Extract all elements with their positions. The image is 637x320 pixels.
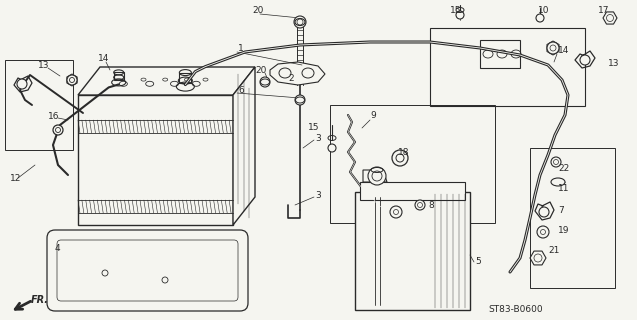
- Circle shape: [536, 14, 544, 22]
- Circle shape: [368, 167, 386, 185]
- Text: 20: 20: [252, 5, 263, 14]
- Bar: [480, 40, 520, 68]
- Polygon shape: [67, 74, 77, 86]
- Circle shape: [551, 157, 561, 167]
- Polygon shape: [530, 251, 546, 265]
- Text: FR.: FR.: [31, 295, 49, 305]
- Text: 18: 18: [398, 148, 410, 156]
- Circle shape: [67, 75, 77, 85]
- Text: 10: 10: [538, 5, 550, 14]
- Circle shape: [537, 226, 549, 238]
- Text: 12: 12: [10, 173, 22, 182]
- Polygon shape: [233, 67, 255, 225]
- Circle shape: [294, 16, 306, 28]
- Text: 17: 17: [598, 5, 610, 14]
- Text: 14: 14: [558, 45, 569, 54]
- Polygon shape: [603, 12, 617, 24]
- Text: 13: 13: [608, 59, 620, 68]
- Bar: [530, 148, 615, 288]
- Text: 3: 3: [315, 190, 321, 199]
- Bar: [78, 95, 233, 225]
- Text: 3: 3: [315, 133, 321, 142]
- Text: 6: 6: [238, 85, 244, 94]
- Text: 19: 19: [558, 226, 569, 235]
- Circle shape: [17, 79, 27, 89]
- Bar: [355, 192, 470, 310]
- Circle shape: [392, 150, 408, 166]
- Circle shape: [415, 200, 425, 210]
- Polygon shape: [78, 67, 255, 95]
- Polygon shape: [547, 41, 559, 55]
- Polygon shape: [270, 62, 325, 85]
- Text: 11: 11: [558, 183, 569, 193]
- Ellipse shape: [551, 178, 565, 186]
- Text: 15: 15: [308, 123, 320, 132]
- Circle shape: [580, 55, 590, 65]
- Text: 20: 20: [255, 66, 266, 75]
- Bar: [330, 105, 495, 223]
- Text: 5: 5: [475, 258, 481, 267]
- Text: 9: 9: [370, 110, 376, 119]
- Text: 8: 8: [428, 201, 434, 210]
- Text: 13: 13: [38, 60, 50, 69]
- Text: 15: 15: [450, 5, 461, 14]
- Circle shape: [547, 42, 559, 54]
- Bar: [360, 182, 465, 200]
- Circle shape: [53, 125, 63, 135]
- Text: 16: 16: [48, 111, 59, 121]
- Bar: [5, 60, 73, 150]
- Text: 14: 14: [98, 53, 110, 62]
- Text: 21: 21: [548, 245, 559, 254]
- Polygon shape: [363, 170, 387, 182]
- Text: 2: 2: [288, 74, 294, 83]
- FancyBboxPatch shape: [47, 230, 248, 311]
- Text: 22: 22: [558, 164, 569, 172]
- Circle shape: [328, 144, 336, 152]
- Text: 7: 7: [558, 205, 564, 214]
- Circle shape: [390, 206, 402, 218]
- Circle shape: [295, 95, 305, 105]
- Circle shape: [260, 77, 270, 87]
- Bar: [430, 28, 585, 106]
- Text: 1: 1: [238, 44, 244, 52]
- Bar: [180, 73, 191, 83]
- Bar: [113, 72, 124, 80]
- Circle shape: [539, 207, 549, 217]
- Text: ST83-B0600: ST83-B0600: [488, 306, 543, 315]
- Text: 4: 4: [55, 244, 61, 252]
- Circle shape: [456, 11, 464, 19]
